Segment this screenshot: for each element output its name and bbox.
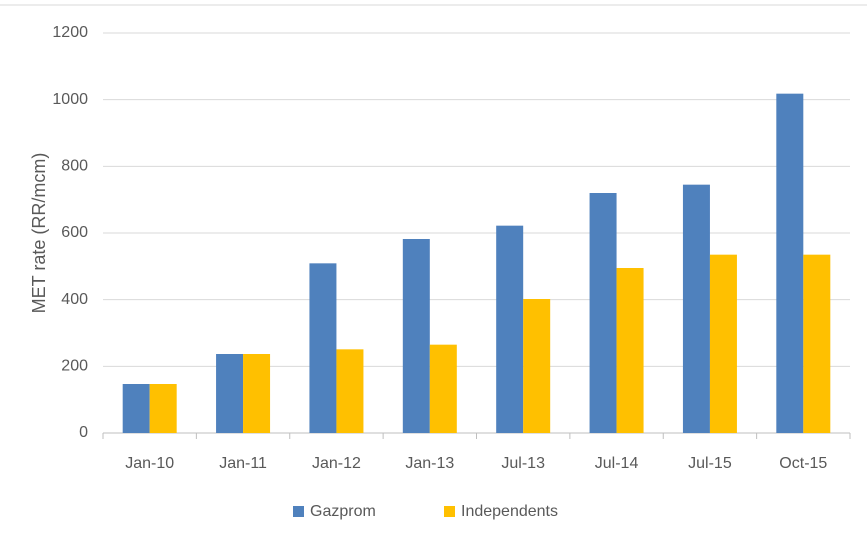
legend-label: Gazprom [310, 503, 376, 520]
x-tick-label: Jul-15 [688, 455, 732, 472]
bar [216, 354, 244, 433]
bar [523, 299, 551, 433]
bar [496, 225, 524, 433]
bar [682, 184, 710, 433]
x-tick-label: Jan-12 [312, 455, 361, 472]
bar [429, 344, 457, 433]
bar [243, 354, 271, 433]
legend-swatch [444, 506, 455, 517]
x-tick-label: Jan-13 [405, 455, 454, 472]
legend-swatch [293, 506, 304, 517]
bar [776, 93, 804, 434]
y-tick-label: 1200 [52, 24, 88, 41]
y-tick-label: 1000 [52, 91, 88, 108]
bar [803, 254, 831, 433]
y-tick-label: 800 [61, 158, 88, 175]
bar [402, 239, 430, 433]
bar [709, 254, 737, 433]
bar [122, 384, 150, 433]
bar [149, 384, 177, 433]
y-tick-label: 200 [61, 358, 88, 375]
legend-label: Independents [461, 503, 558, 520]
x-tick-label: Jan-11 [219, 455, 267, 472]
x-tick-label: Jul-13 [501, 455, 545, 472]
bar [309, 263, 337, 433]
y-axis-label: MET rate (RR/mcm) [29, 153, 49, 314]
x-tick-label: Jan-10 [125, 455, 174, 472]
x-tick-label: Jul-14 [595, 455, 639, 472]
bar [336, 349, 364, 433]
y-tick-label: 400 [61, 291, 88, 308]
y-tick-label: 600 [61, 224, 88, 241]
y-tick-label: 0 [79, 424, 88, 441]
x-tick-label: Oct-15 [779, 455, 827, 472]
bar [616, 268, 644, 433]
bar [589, 193, 617, 433]
